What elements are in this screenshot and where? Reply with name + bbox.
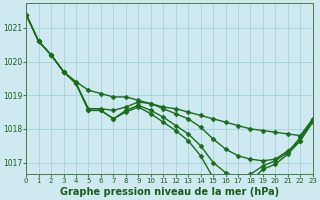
X-axis label: Graphe pression niveau de la mer (hPa): Graphe pression niveau de la mer (hPa) <box>60 187 279 197</box>
